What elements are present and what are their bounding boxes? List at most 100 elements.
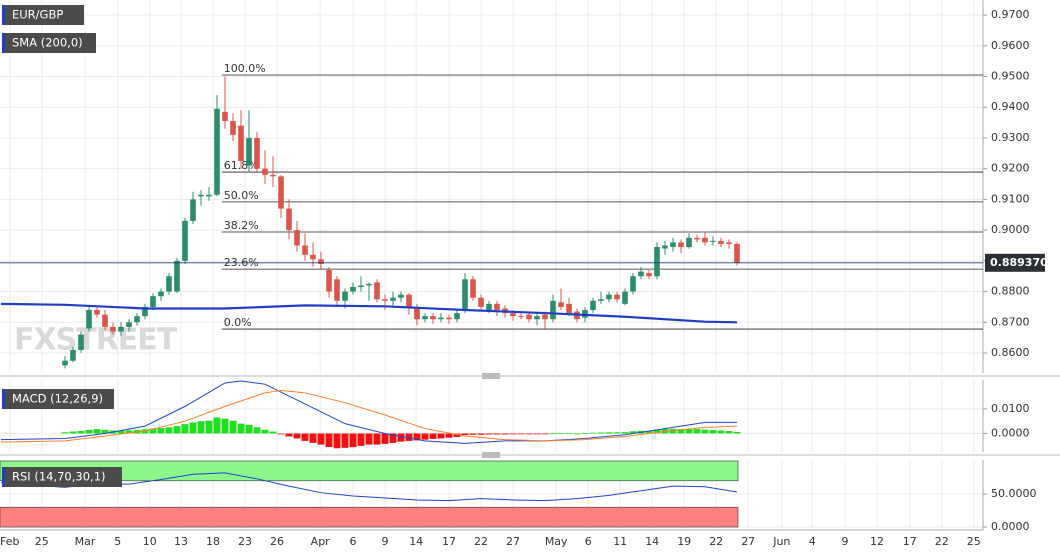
histogram-bar bbox=[517, 433, 525, 435]
histogram-bar bbox=[613, 432, 621, 434]
legend-marker bbox=[2, 389, 5, 409]
histogram-bar bbox=[61, 432, 69, 434]
candle-body bbox=[734, 243, 740, 263]
histogram-bar bbox=[453, 433, 461, 437]
histogram-bar bbox=[693, 429, 701, 434]
histogram-bar bbox=[461, 433, 469, 435]
x-tick-label: 27 bbox=[506, 535, 520, 548]
sma-line bbox=[0, 302, 738, 324]
histogram-bar bbox=[197, 421, 205, 434]
x-tick-label: 14 bbox=[645, 535, 659, 548]
histogram-bar bbox=[261, 429, 269, 434]
x-tick-label: 12 bbox=[870, 535, 884, 548]
x-tick-label: 19 bbox=[677, 535, 691, 548]
histogram-bar bbox=[405, 433, 413, 441]
candle-body bbox=[158, 291, 164, 297]
histogram-bar bbox=[501, 433, 509, 435]
candle-body bbox=[566, 303, 572, 314]
histogram-bar bbox=[541, 433, 549, 435]
histogram-bar bbox=[485, 433, 493, 435]
histogram-bar bbox=[333, 433, 341, 449]
histogram-bar bbox=[365, 433, 373, 445]
histogram-bar bbox=[77, 431, 85, 434]
price-tag-label: 0.889370 bbox=[990, 256, 1048, 269]
x-tick-label: 10 bbox=[143, 535, 157, 548]
candle-body bbox=[318, 259, 324, 264]
histogram-bar bbox=[685, 428, 693, 434]
y-tick-label: 0.9000 bbox=[991, 223, 1030, 236]
candle-body bbox=[150, 296, 156, 307]
x-tick-label: 6 bbox=[350, 535, 357, 548]
x-tick-label: 25 bbox=[35, 535, 49, 548]
x-tick-label: 13 bbox=[174, 535, 188, 548]
x-tick-label: Mar bbox=[75, 535, 96, 548]
y-tick-label: 0.0000 bbox=[991, 427, 1030, 440]
histogram-bar bbox=[325, 433, 333, 448]
histogram-bar bbox=[349, 433, 357, 448]
histogram-bar bbox=[565, 433, 573, 435]
histogram-bar bbox=[509, 433, 517, 435]
histogram-bar bbox=[525, 433, 533, 435]
candle-body bbox=[598, 299, 604, 301]
candle-body bbox=[662, 245, 668, 249]
candle-body bbox=[350, 286, 356, 292]
y-tick-label: 0.0100 bbox=[991, 402, 1030, 415]
y-tick-label: 50.0000 bbox=[991, 487, 1037, 500]
histogram-bar bbox=[701, 429, 709, 434]
y-tick-label: 0.9300 bbox=[991, 131, 1030, 144]
histogram-bar bbox=[221, 418, 229, 434]
candle-body bbox=[414, 308, 420, 320]
histogram-bar bbox=[253, 427, 261, 434]
histogram-bar bbox=[341, 433, 349, 448]
x-tick-label: 11 bbox=[613, 535, 627, 548]
histogram-bar bbox=[69, 431, 77, 434]
y-tick-label: 0.8700 bbox=[991, 315, 1030, 328]
y-tick-label: 0.9500 bbox=[991, 70, 1030, 83]
histogram-bar bbox=[381, 433, 389, 444]
histogram-bar bbox=[237, 423, 245, 434]
candle-body bbox=[142, 306, 148, 317]
histogram-bar bbox=[573, 433, 581, 435]
candle-body bbox=[86, 310, 92, 329]
candle-body bbox=[614, 294, 620, 300]
histogram-bar bbox=[293, 433, 301, 439]
candle-body bbox=[510, 313, 516, 317]
x-tick-label: 22 bbox=[935, 535, 949, 548]
histogram-bar bbox=[709, 430, 717, 434]
candle-body bbox=[302, 245, 308, 255]
histogram-bar bbox=[285, 433, 293, 437]
candle-body bbox=[534, 316, 540, 320]
x-tick-label: 22 bbox=[709, 535, 723, 548]
histogram-bar bbox=[725, 431, 733, 434]
candle-body bbox=[558, 302, 564, 307]
candle-body bbox=[406, 294, 412, 309]
candle-body bbox=[390, 297, 396, 301]
candle-body bbox=[622, 291, 628, 304]
histogram-bar bbox=[557, 433, 565, 435]
indicator-line bbox=[0, 389, 738, 443]
histogram-bar bbox=[597, 432, 605, 434]
histogram-bar bbox=[173, 426, 181, 434]
candle-body bbox=[590, 300, 596, 311]
candle-body bbox=[222, 111, 228, 122]
fib-label: 0.0% bbox=[224, 316, 252, 329]
candle-body bbox=[126, 322, 132, 327]
candle-body bbox=[62, 360, 68, 366]
candle-body bbox=[254, 137, 260, 169]
candle-body bbox=[358, 285, 364, 287]
legend-box bbox=[2, 389, 114, 409]
x-tick-label: 14 bbox=[409, 535, 423, 548]
x-tick-label: Apr bbox=[311, 535, 331, 548]
candle-body bbox=[326, 270, 332, 292]
histogram-bar bbox=[581, 433, 589, 434]
candle-body bbox=[102, 314, 108, 327]
y-tick-label: 0.9100 bbox=[991, 192, 1030, 205]
rsi-band bbox=[0, 506, 739, 528]
candle-body bbox=[374, 282, 380, 300]
candle-body bbox=[182, 220, 188, 261]
x-tick-label: May bbox=[545, 535, 568, 548]
legend-box bbox=[2, 5, 84, 25]
x-tick-label: 17 bbox=[442, 535, 456, 548]
candle-body bbox=[342, 291, 348, 301]
